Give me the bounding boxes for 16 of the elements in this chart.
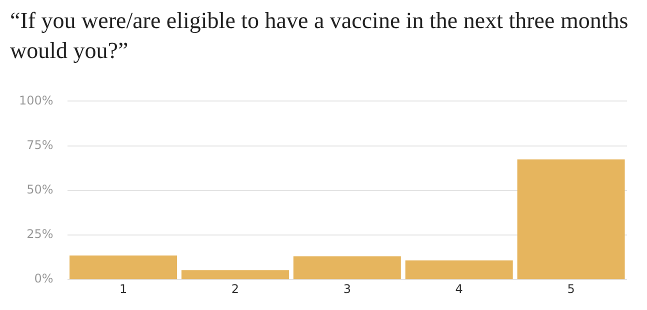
y-tick-label: 25% bbox=[26, 227, 54, 242]
x-tick-label: 3 bbox=[343, 282, 351, 296]
x-tick-label: 4 bbox=[455, 282, 463, 296]
x-tick-label: 5 bbox=[567, 282, 575, 296]
y-tick-label: 100% bbox=[18, 93, 54, 108]
x-tick-label: 1 bbox=[119, 282, 128, 296]
bar bbox=[405, 260, 513, 280]
bar bbox=[517, 159, 625, 280]
y-tick-label: 0% bbox=[34, 272, 54, 286]
bar bbox=[293, 256, 401, 280]
chart-title: “If you were/are eligible to have a vaccine in the next three months would you?” bbox=[10, 7, 630, 65]
x-tick-label: 2 bbox=[231, 282, 240, 296]
y-tick-label: 50% bbox=[26, 182, 54, 197]
bar bbox=[181, 270, 289, 280]
y-tick-label: 75% bbox=[26, 138, 54, 152]
bar bbox=[70, 256, 178, 280]
